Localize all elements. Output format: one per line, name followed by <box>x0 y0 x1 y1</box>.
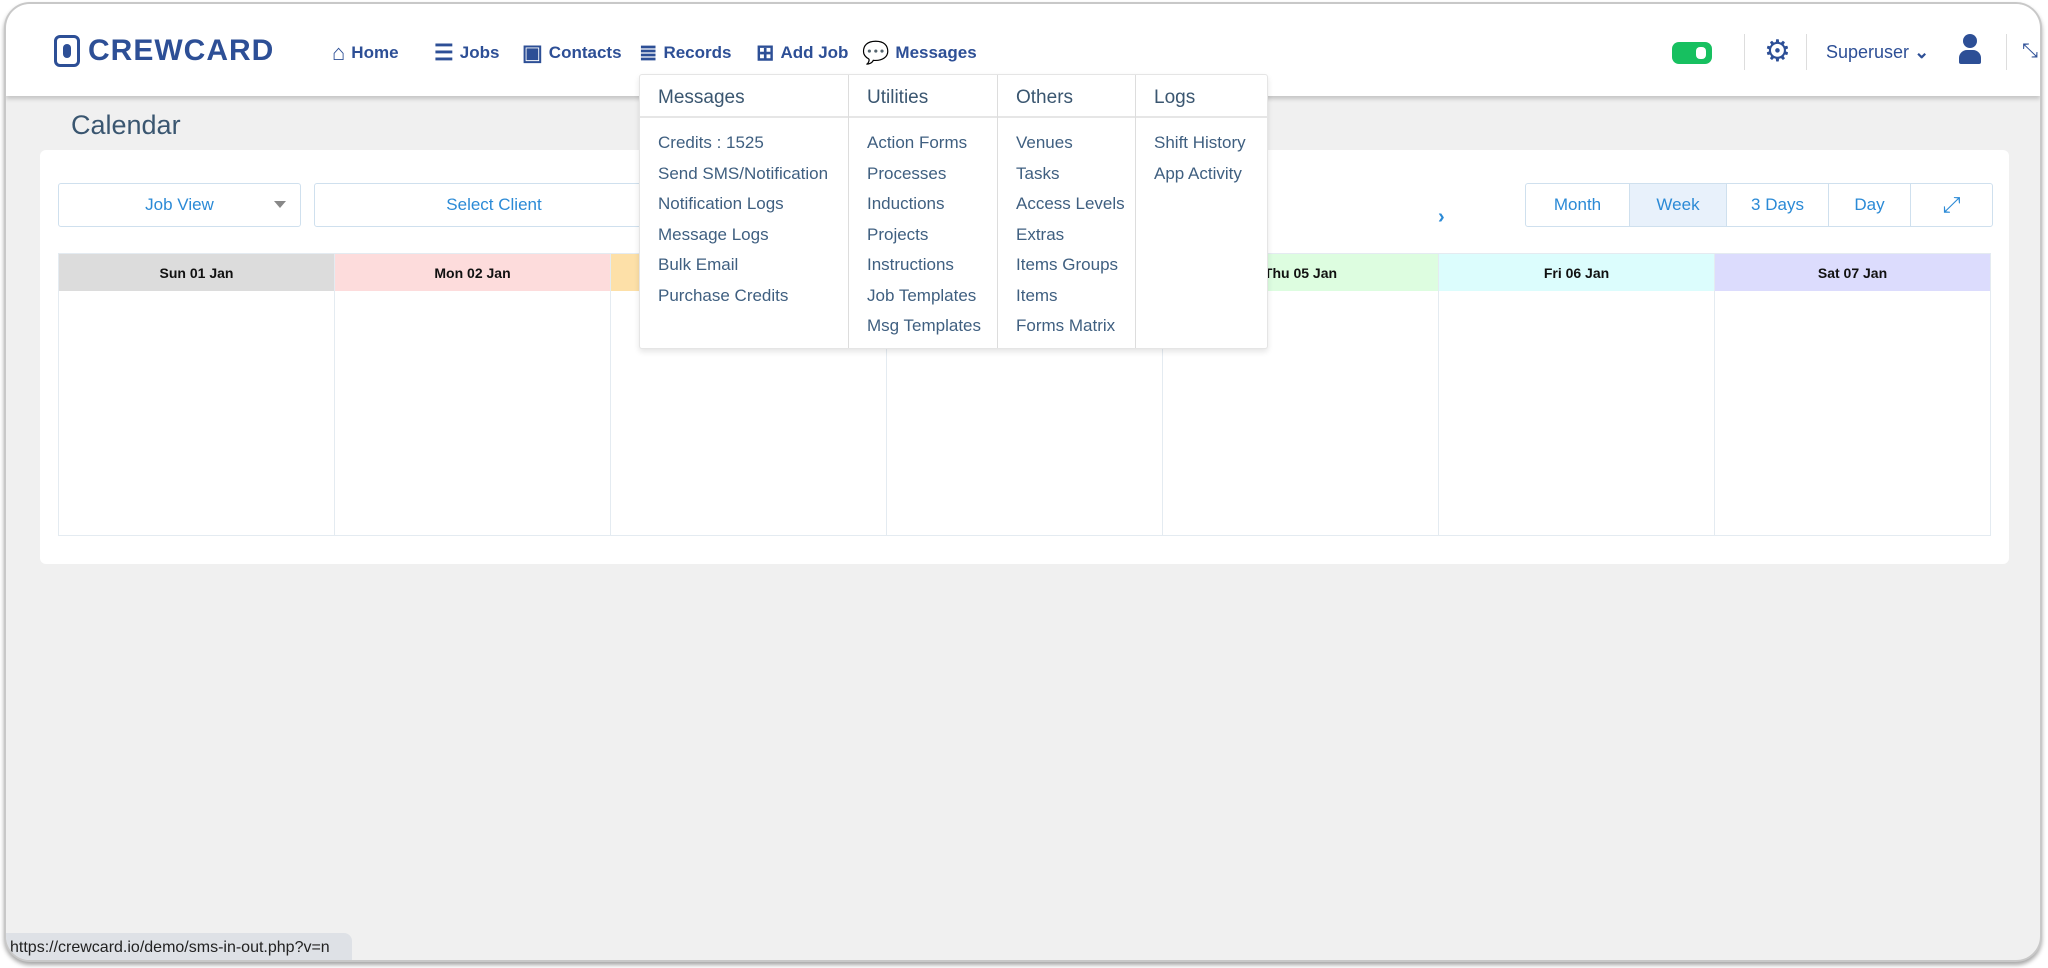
nav-home[interactable]: ⌂ Home <box>332 40 399 66</box>
view-week-button[interactable]: Week <box>1629 184 1726 226</box>
menu-item[interactable]: Job Templates <box>867 285 977 305</box>
menu-item[interactable]: Items <box>1016 285 1058 305</box>
menu-item[interactable]: Projects <box>867 224 929 244</box>
dropdown-column-utilities: Utilities Action Forms Processes Inductions… <box>848 75 997 348</box>
nav-messages[interactable]: 💬 Messages <box>862 40 977 66</box>
app-window: CREWCARD ⌂ Home ☰ Jobs ▣ Contacts ≣ Records ⊞ Add… <box>4 2 2042 962</box>
nav-contacts[interactable]: ▣ Contacts <box>522 40 622 66</box>
view-month-button[interactable]: Month <box>1553 195 1602 214</box>
user-name: Superuser <box>1826 42 1910 62</box>
menu-item[interactable]: Send SMS/Notification <box>658 163 829 183</box>
menu-item[interactable]: Tasks <box>1016 163 1060 183</box>
day-column[interactable]: Sat 07 Jan <box>1714 254 1990 535</box>
menu-item[interactable]: Access Levels <box>1016 194 1125 213</box>
dropdown-column-messages: Messages Credits : 1525 Send SMS/Notificat… <box>640 75 848 348</box>
status-bar-url: https://crewcard.io/demo/sms-in-out.php?… <box>6 933 352 960</box>
day-header: Fri 06 Jan <box>1439 254 1714 291</box>
nav-label: Add Job <box>780 43 849 62</box>
day-column[interactable]: Fri 06 Jan <box>1438 254 1714 535</box>
menu-item[interactable]: Shift History <box>1154 133 1246 152</box>
next-arrow-icon[interactable]: › <box>1438 206 1445 228</box>
divider <box>2006 34 2007 70</box>
menu-item[interactable]: Instructions <box>867 255 954 274</box>
menu-item[interactable]: Credits : 1525 <box>658 133 764 152</box>
day-header: Mon 02 Jan <box>335 254 610 291</box>
list-icon: ☰ <box>434 40 454 65</box>
menu-item[interactable]: Notification Logs <box>658 194 784 213</box>
dropdown-column-logs: Logs Shift History App Activity <box>1135 75 1267 348</box>
home-icon: ⌂ <box>332 40 346 65</box>
nav-jobs[interactable]: ☰ Jobs <box>434 40 499 66</box>
nav-label: Jobs <box>459 43 500 62</box>
chevron-down-icon: ⌄ <box>1914 42 1930 62</box>
view-3days-button[interactable]: 3 Days <box>1726 184 1828 226</box>
menu-item[interactable]: Action Forms <box>867 133 968 152</box>
view-day-button[interactable]: Day <box>1828 184 1910 226</box>
divider <box>1806 34 1807 70</box>
menu-item[interactable]: Extras <box>1016 224 1065 244</box>
menu-item[interactable]: Message Logs <box>658 224 769 244</box>
menu-item[interactable]: App Activity <box>1154 163 1242 183</box>
menu-item[interactable]: Items Groups <box>1016 255 1119 274</box>
day-column[interactable]: Sun 01 Jan <box>59 254 334 535</box>
select-client[interactable]: Select Client <box>314 183 674 227</box>
records-icon: ≣ <box>639 40 658 65</box>
day-column[interactable]: Mon 02 Jan <box>334 254 610 535</box>
caret-down-icon <box>274 201 286 208</box>
comments-icon: 💬 <box>862 40 890 65</box>
nav-label: Contacts <box>548 43 622 62</box>
plus-square-icon: ⊞ <box>756 40 775 65</box>
expand-icon[interactable]: ⤢ <box>1910 184 1992 226</box>
nav-label: Messages <box>895 43 977 62</box>
compress-icon[interactable]: ⤡ <box>2022 40 2038 62</box>
dropdown-heading: Messages <box>640 75 848 118</box>
menu-item[interactable]: Forms Matrix <box>1016 316 1116 335</box>
dropdown-heading: Logs <box>1136 75 1267 118</box>
user-icon[interactable] <box>1958 34 1982 66</box>
nav-add-job[interactable]: ⊞ Add Job <box>756 40 848 66</box>
menu-item[interactable]: Purchase Credits <box>658 285 789 305</box>
user-menu[interactable]: Superuser ⌄ <box>1826 42 1929 63</box>
toggle-switch[interactable] <box>1672 42 1712 64</box>
brand-name: CREWCARD <box>88 34 275 67</box>
select-client-label: Select Client <box>446 195 542 214</box>
menu-item[interactable]: Msg Templates <box>867 316 982 335</box>
gear-icon[interactable]: ⚙ <box>1764 35 1791 68</box>
view-switcher: Month Week 3 Days Day ⤢ <box>1525 183 1993 227</box>
menu-item[interactable]: Bulk Email <box>658 255 739 274</box>
messages-dropdown-menu: Messages Credits : 1525 Send SMS/Notificat… <box>639 74 1268 349</box>
dropdown-column-others: Others Venues Tasks Access Levels Extras Item… <box>997 75 1135 348</box>
job-view-select[interactable]: Job View <box>58 183 301 227</box>
dropdown-heading: Utilities <box>849 75 997 118</box>
contact-book-icon: ▣ <box>522 40 543 65</box>
day-header: Sat 07 Jan <box>1715 254 1990 291</box>
logo-icon <box>54 35 80 67</box>
menu-item[interactable]: Venues <box>1016 133 1073 152</box>
menu-item[interactable]: Inductions <box>867 194 945 213</box>
page-title: Calendar <box>71 110 181 140</box>
logo[interactable]: CREWCARD <box>54 34 274 68</box>
nav-records[interactable]: ≣ Records <box>639 40 731 66</box>
dropdown-heading: Others <box>998 75 1135 118</box>
day-header: Sun 01 Jan <box>59 254 334 291</box>
divider <box>1744 34 1745 70</box>
nav-label: Home <box>351 43 399 62</box>
job-view-label: Job View <box>145 195 214 214</box>
menu-item[interactable]: Processes <box>867 163 947 183</box>
nav-label: Records <box>663 43 732 62</box>
